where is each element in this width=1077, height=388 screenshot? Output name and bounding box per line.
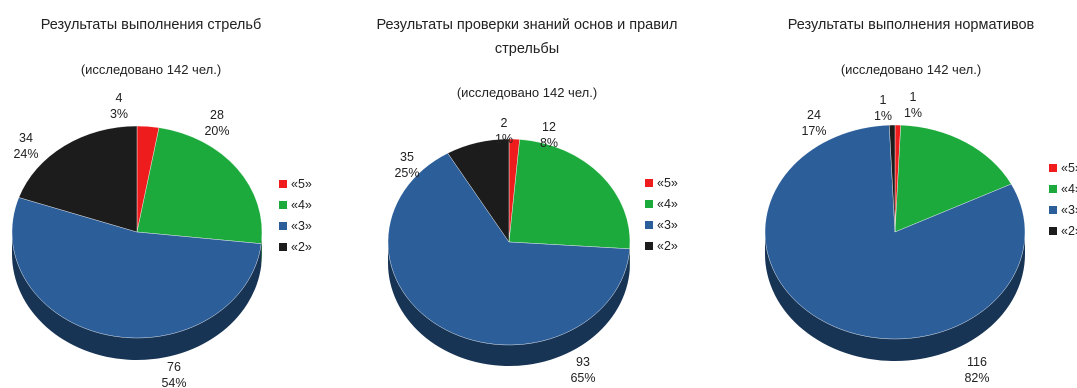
data-label-percent: 17% [801, 124, 826, 138]
legend-label: «2» [1061, 224, 1077, 238]
pie-slice-3 [764, 124, 1026, 340]
pie-slice-4 [508, 139, 631, 250]
legend-swatch [645, 200, 653, 208]
pie-slice-3 [11, 197, 262, 339]
data-label-value: 1 [910, 90, 917, 104]
data-label-value: 116 [967, 355, 987, 369]
data-label-percent: 24% [13, 147, 38, 161]
data-label-percent: 82% [964, 371, 989, 385]
legend-swatch [1049, 164, 1057, 172]
legend-swatch [279, 243, 287, 251]
data-label-value: 2 [501, 116, 508, 130]
legend: «5» «4» «3» «2» [1049, 161, 1077, 238]
data-label-percent: 8% [540, 136, 558, 150]
legend-label: «3» [1061, 203, 1077, 217]
data-label-value: 24 [807, 108, 821, 122]
pie-side-4 [261, 232, 262, 266]
data-label-value: 1 [880, 93, 887, 107]
legend-swatch [1049, 206, 1057, 214]
data-label-value: 35 [400, 150, 414, 164]
pie-side-3 [388, 242, 630, 367]
legend-label: «5» [1061, 161, 1077, 175]
chart-title: Результаты выполнения стрельб [41, 17, 262, 33]
pie-3d-side [12, 232, 262, 361]
data-label-percent: 1% [904, 106, 922, 120]
legend-swatch [1049, 185, 1057, 193]
legend-swatch [645, 179, 653, 187]
pie-slice-2 [447, 138, 510, 243]
pie-slice-4 [894, 124, 1012, 233]
legend-swatch [645, 221, 653, 229]
chart-subtitle: (исследовано 142 чел.) [81, 62, 221, 77]
chart-title: Результаты выполнения нормативов [788, 17, 1035, 33]
legend-label: «5» [657, 176, 678, 190]
legend-swatch [1049, 227, 1057, 235]
pie-side-3 [12, 232, 262, 361]
pie-slice-2 [889, 124, 896, 233]
legend-label: «4» [291, 198, 312, 212]
data-label-value: 4 [116, 91, 123, 105]
legend-label: «4» [657, 197, 678, 211]
legend-label: «2» [657, 239, 678, 253]
data-label-value: 76 [167, 360, 181, 374]
data-label-percent: 25% [394, 166, 419, 180]
legend: «5» «4» «3» «2» [279, 177, 312, 254]
pie-slice-4 [136, 127, 263, 244]
chart-subtitle: (исследовано 142 чел.) [457, 85, 597, 100]
data-label-percent: 3% [110, 107, 128, 121]
pie-side-3 [765, 232, 1025, 361]
data-label-percent: 54% [161, 376, 186, 388]
pie-chart-1: Результаты выполнения стрельб (исследован… [11, 17, 312, 388]
data-label-value: 93 [576, 355, 590, 369]
data-label-value: 28 [210, 108, 224, 122]
legend-label: «2» [291, 240, 312, 254]
legend: «5» «4» «3» «2» [645, 176, 678, 253]
legend-swatch [645, 242, 653, 250]
legend-swatch [279, 201, 287, 209]
pie-3d-side [765, 232, 1025, 361]
pie-chart-3: Результаты выполнения нормативов (исследо… [764, 17, 1077, 385]
legend-label: «3» [657, 218, 678, 232]
legend-label: «4» [1061, 182, 1077, 196]
chart-title: стрельбы [495, 41, 559, 57]
legend-label: «5» [291, 177, 312, 191]
legend-swatch [279, 180, 287, 188]
data-label-percent: 1% [874, 109, 892, 123]
data-label-percent: 65% [570, 371, 595, 385]
data-label-value: 34 [19, 131, 33, 145]
chart-subtitle: (исследовано 142 чел.) [841, 62, 981, 77]
data-label-percent: 20% [204, 124, 229, 138]
pie-slice-3 [387, 152, 630, 346]
legend-label: «3» [291, 219, 312, 233]
chart-title: Результаты проверки знаний основ и прави… [377, 17, 678, 33]
data-label-percent: 1% [495, 132, 513, 146]
data-label-value: 12 [542, 120, 556, 134]
pie-slice-2 [18, 125, 138, 233]
pie-chart-2: Результаты проверки знаний основ и прави… [377, 17, 678, 385]
legend-swatch [279, 222, 287, 230]
